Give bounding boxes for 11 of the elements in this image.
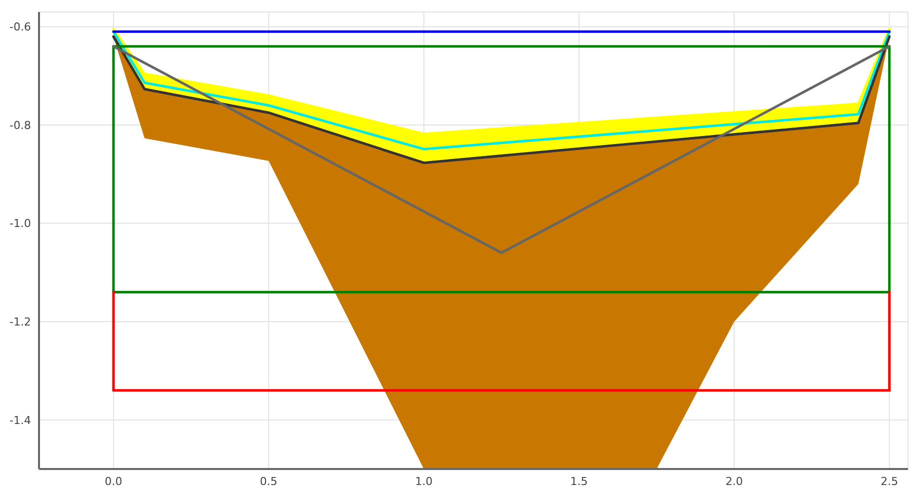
x-tick-label: 1.5 [570,474,588,488]
x-tick-label: 0.0 [104,474,122,488]
x-tick-label: 2.0 [725,474,743,488]
x-tick-label: 1.0 [415,474,433,488]
y-tick-label: -1.4 [10,414,31,427]
y-tick-label: -1.0 [10,217,31,230]
y-tick-label: -0.8 [10,118,31,132]
x-tick-label: 2.5 [880,474,898,488]
y-tick-label: -1.2 [10,315,31,328]
x-tick-label: 0.5 [260,474,278,488]
y-tick-label: -0.6 [10,20,31,34]
